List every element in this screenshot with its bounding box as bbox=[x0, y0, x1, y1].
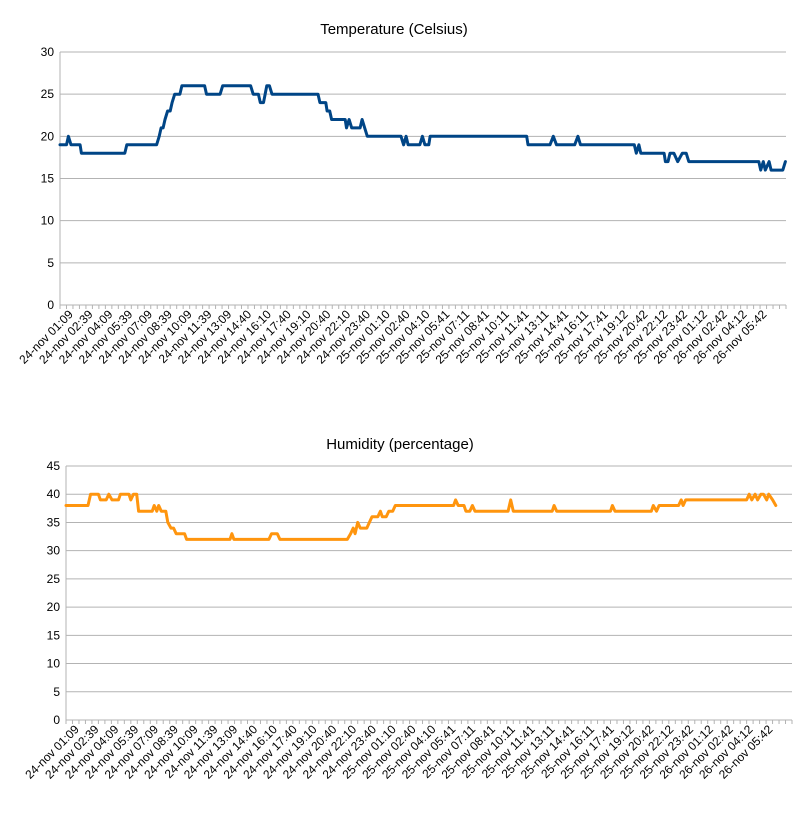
series-points bbox=[59, 85, 786, 171]
series-points bbox=[65, 494, 776, 540]
series-line bbox=[64, 492, 778, 541]
y-tick-label: 40 bbox=[47, 487, 61, 501]
y-tick-label: 5 bbox=[53, 685, 60, 699]
y-tick-label: 15 bbox=[41, 172, 55, 186]
y-tick-label: 10 bbox=[47, 657, 61, 671]
y-tick-label: 25 bbox=[47, 572, 61, 586]
humidity-chart: Humidity (percentage) 0 5 10 15 20 25 30 35 40 45… bbox=[22, 436, 793, 782]
y-tick-label: 25 bbox=[41, 87, 55, 101]
y-tick-label: 15 bbox=[47, 628, 61, 642]
chart-title: Humidity (percentage) bbox=[326, 436, 474, 453]
temperature-chart: Temperature (Celsius) 05101520253024-nov… bbox=[16, 21, 787, 367]
y-tick-label: 30 bbox=[47, 544, 61, 558]
y-tick-label: 30 bbox=[41, 45, 55, 59]
chart-title: Temperature (Celsius) bbox=[320, 21, 468, 38]
y-tick-label: 45 bbox=[47, 459, 61, 473]
y-tick-label: 35 bbox=[47, 515, 61, 529]
series-line bbox=[58, 84, 787, 172]
y-tick-label: 10 bbox=[41, 214, 55, 228]
y-tick-label: 20 bbox=[41, 129, 55, 143]
y-tick-label: 0 bbox=[53, 713, 60, 727]
y-tick-label: 0 bbox=[47, 298, 54, 312]
y-tick-label: 20 bbox=[47, 600, 61, 614]
y-tick-label: 5 bbox=[47, 256, 54, 270]
